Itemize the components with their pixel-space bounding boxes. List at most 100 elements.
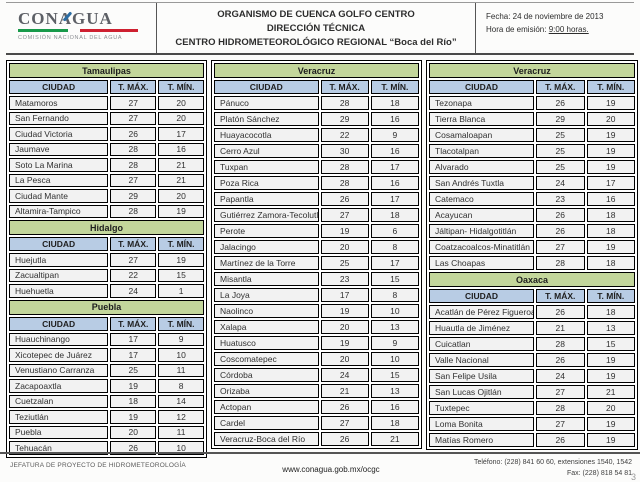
tmin-cell: 6 [370,224,419,238]
table-row: Puebla 20 11 [9,425,204,439]
column-header-row: CIUDAD T. MÁX. T. MÍN. [429,80,635,94]
city-cell: Matías Romero [429,433,535,447]
table-row: Tlacotalpan 25 19 [429,144,635,158]
report-footer: JEFATURA DE PROYECTO DE HIDROMETEOROLOGÍ… [0,452,640,482]
tmin-cell: 17 [370,256,419,270]
tmin-cell: 21 [370,432,419,446]
tmin-cell: 16 [158,142,204,156]
column-header-tmax: T. MÁX. [536,289,585,303]
tmin-cell: 20 [158,111,204,125]
table-row: Huauchinango 17 9 [9,332,204,346]
table-row: Martínez de la Torre 25 17 [214,256,419,270]
state-header: Hidalgo [9,220,204,235]
state-header-row: Veracruz [429,63,635,78]
city-cell: Huayacocotla [214,128,319,142]
tmax-cell: 28 [320,96,369,110]
table-row: Acayucan 26 18 [429,208,635,222]
table-row: Tierra Blanca 29 20 [429,112,635,126]
city-cell: Ciudad Victoria [9,127,109,141]
emission-time-value: 9:00 horas. [548,24,589,34]
column-header-tmin: T. MÍN. [158,80,204,94]
table-row: Huejutla 27 19 [9,253,204,267]
table-row: Jalacingo 20 8 [214,240,419,254]
tmin-cell: 15 [586,337,635,351]
logo-subtitle: COMISIÓN NACIONAL DEL AGUA [18,35,123,41]
tmax-cell: 19 [110,379,157,393]
tmin-cell: 19 [586,369,635,383]
tmax-cell: 28 [320,176,369,190]
tmax-cell: 26 [536,353,585,367]
tmax-cell: 22 [320,128,369,142]
city-cell: La Pesca [9,173,109,187]
table-row: San Fernando 27 20 [9,111,204,125]
tmin-cell: 18 [586,208,635,222]
tmax-cell: 26 [536,433,585,447]
tables-column-middle: Veracruz CIUDAD T. MÁX. T. MÍN. Pánuco 28 18 Pl… [211,60,422,449]
column-header-row: CIUDAD T. MÁX. T. MÍN. [214,80,419,94]
tmin-cell: 9 [158,332,204,346]
table-row: San Andrés Tuxtla 24 17 [429,176,635,190]
tmin-cell: 18 [586,305,635,319]
tmin-cell: 18 [370,208,419,222]
tmax-cell: 30 [320,144,369,158]
table-row: Tehuacán 26 10 [9,441,204,455]
city-cell: Cardel [214,416,319,430]
table-row: Huatusco 19 9 [214,336,419,350]
city-cell: Zacapoaxtla [9,379,109,393]
city-cell: Acatlán de Pérez Figueroa [429,305,535,319]
table-row: La Joya 17 8 [214,288,419,302]
tmin-cell: 8 [370,288,419,302]
table-row: Tuxpan 28 17 [214,160,419,174]
tmin-cell: 16 [370,144,419,158]
tmin-cell: 20 [158,189,204,203]
city-cell: Puebla [9,425,109,439]
logo-underline-red [80,29,138,32]
tmin-cell: 15 [158,268,204,282]
tmax-cell: 26 [536,305,585,319]
tmin-cell: 8 [158,379,204,393]
table-row: Soto La Marina 28 21 [9,158,204,172]
tmin-cell: 10 [158,441,204,455]
column-header-tmin: T. MÍN. [586,80,635,94]
city-cell: Zacualtipan [9,268,109,282]
tmin-cell: 8 [370,240,419,254]
table-row: Xalapa 20 13 [214,320,419,334]
tmin-cell: 18 [370,96,419,110]
title-line-2: DIRECCIÓN TÉCNICA [266,22,366,34]
tmin-cell: 19 [586,353,635,367]
column-header-tmin: T. MÍN. [158,237,204,251]
table-row: Altamira-Tampico 28 19 [9,204,204,218]
table-row: San Felipe Usila 24 19 [429,369,635,383]
state-header: Oaxaca [429,272,635,287]
city-cell: Cuetzalan [9,394,109,408]
tmax-cell: 23 [536,192,585,206]
table-row: Coscomatepec 20 10 [214,352,419,366]
tmax-cell: 26 [320,432,369,446]
tmin-cell: 19 [586,144,635,158]
table-row: Tezonapa 26 19 [429,96,635,110]
city-cell: Huauchinango [9,332,109,346]
column-header-city: CIUDAD [9,237,109,251]
table-row: Perote 19 6 [214,224,419,238]
tmax-cell: 24 [110,284,157,298]
tmin-cell: 11 [158,363,204,377]
state-header: Veracruz [214,63,419,78]
column-header-tmax: T. MÁX. [110,80,157,94]
state-header-row: Tamaulipas [9,63,204,78]
tmax-cell: 27 [110,253,157,267]
table-row: Pánuco 28 18 [214,96,419,110]
report-title-block: ORGANISMO DE CUENCA GOLFO CENTRO DIRECCI… [156,3,476,53]
tmax-cell: 26 [320,400,369,414]
city-cell: Platón Sánchez [214,112,319,126]
state-header: Tamaulipas [9,63,204,78]
footer-url[interactable]: www.conagua.gob.mx/ocgc [282,465,380,474]
tmin-cell: 9 [370,128,419,142]
report-header: CONAGUA COMISIÓN NACIONAL DEL AGUA ORGAN… [6,2,634,55]
logo-underline-green [18,29,69,32]
tmax-cell: 23 [320,272,369,286]
table-row: Zacualtipan 22 15 [9,268,204,282]
city-cell: Tehuacán [9,441,109,455]
tmax-cell: 26 [110,441,157,455]
state-header: Puebla [9,299,204,315]
